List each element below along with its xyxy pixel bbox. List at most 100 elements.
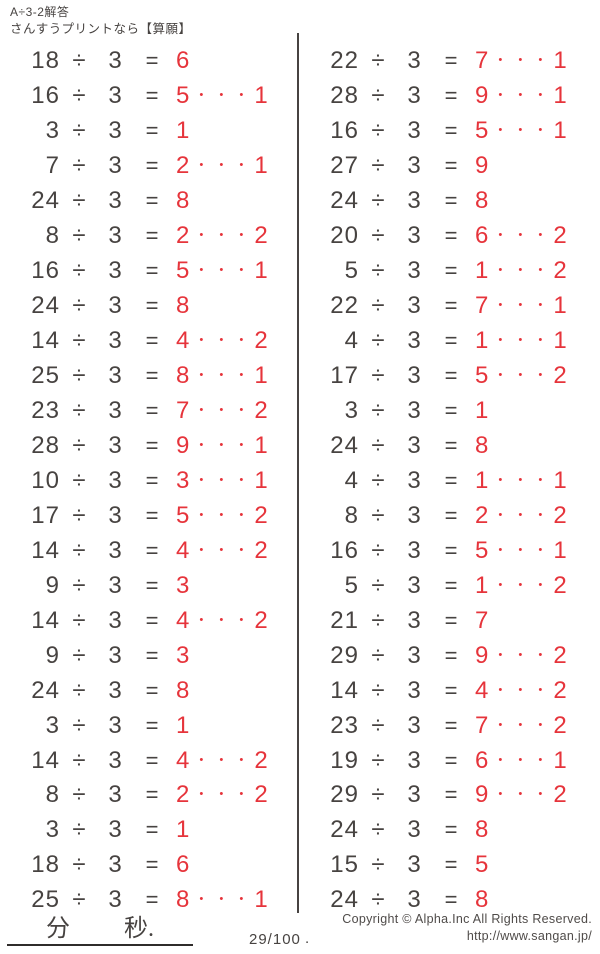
- answer: 9 ・・・1: [172, 432, 297, 460]
- dividend: 14: [31, 327, 60, 355]
- divide-sign: ÷: [72, 606, 86, 634]
- dividend: 28: [330, 82, 359, 110]
- quotient: 6: [176, 851, 190, 879]
- remainder-dots: ・・・: [493, 541, 554, 558]
- equals-sign: =: [444, 48, 458, 74]
- divisor: 3: [407, 187, 421, 215]
- remainder: 2: [254, 606, 268, 634]
- answer: 4 ・・・2: [172, 607, 297, 635]
- equals-sign: =: [145, 712, 159, 738]
- remainder-dots: ・・・: [194, 262, 255, 279]
- minutes-label: 分: [46, 916, 70, 942]
- divisor: 3: [108, 641, 122, 669]
- time-answer-line: 分 秒.: [7, 912, 193, 946]
- remainder: 1: [553, 292, 567, 320]
- remainder: 2: [553, 257, 567, 285]
- divisor: 3: [108, 711, 122, 739]
- quotient: 7: [176, 397, 190, 424]
- problem-row: 15 ÷ 3 = 5: [299, 848, 600, 883]
- problem-row: 9 ÷ 3 = 3: [0, 568, 297, 603]
- page-dot: .: [305, 930, 310, 947]
- equals-sign: =: [145, 817, 159, 843]
- answer: 9 ・・・1: [471, 82, 600, 110]
- answer: 4 ・・・2: [172, 747, 297, 775]
- remainder-dots: ・・・: [194, 541, 255, 558]
- problem-row: 18 ÷ 3 = 6: [0, 44, 297, 79]
- answer: 5 ・・・1: [172, 82, 297, 110]
- divisor: 3: [108, 47, 122, 75]
- quotient: 8: [176, 292, 190, 320]
- equals-sign: =: [145, 363, 159, 389]
- divisor: 3: [108, 222, 122, 250]
- dividend: 3: [45, 117, 60, 145]
- quotient: 3: [176, 641, 190, 669]
- remainder: 1: [553, 536, 567, 564]
- divide-sign: ÷: [72, 816, 86, 844]
- remainder-dots: ・・・: [194, 471, 255, 488]
- copyright-line1: Copyright © Alpha.Inc All Rights Reserve…: [342, 912, 592, 926]
- remainder-dots: ・・・: [194, 436, 255, 453]
- copyright-url: http://www.sangan.jp/: [466, 929, 592, 943]
- dividend: 19: [330, 746, 359, 774]
- dividend: 24: [330, 886, 359, 914]
- remainder: 2: [553, 222, 567, 250]
- equals-sign: =: [145, 398, 159, 423]
- divisor: 3: [108, 152, 122, 180]
- divisor: 3: [108, 746, 122, 774]
- problem-row: 10 ÷ 3 = 3 ・・・1: [0, 463, 297, 498]
- divide-sign: ÷: [371, 82, 385, 110]
- quotient: 8: [475, 431, 489, 459]
- problem-row: 24 ÷ 3 = 8: [299, 883, 600, 918]
- problem-row: 8 ÷ 3 = 2 ・・・2: [0, 778, 297, 813]
- answer: 8: [471, 187, 600, 215]
- dividend: 8: [344, 501, 359, 529]
- divide-sign: ÷: [72, 711, 86, 739]
- divisor: 3: [108, 362, 122, 390]
- divisor: 3: [407, 711, 421, 739]
- dividend: 7: [45, 152, 60, 180]
- equals-sign: =: [444, 677, 458, 703]
- remainder: 2: [254, 536, 268, 564]
- problem-row: 7 ÷ 3 = 2 ・・・1: [0, 149, 297, 184]
- problem-row: 16 ÷ 3 = 5 ・・・1: [0, 254, 297, 289]
- divisor: 3: [407, 676, 421, 704]
- answer: 1 ・・・1: [471, 467, 600, 495]
- problem-row: 24 ÷ 3 = 8: [299, 813, 600, 848]
- dividend: 23: [330, 711, 359, 739]
- equals-sign: =: [145, 432, 159, 458]
- equals-sign: =: [145, 642, 159, 668]
- remainder: 1: [553, 47, 567, 75]
- quotient: 8: [475, 816, 489, 844]
- quotient: 6: [475, 222, 489, 250]
- seconds-label: 秒.: [124, 916, 154, 942]
- answer: 3 ・・・1: [172, 467, 297, 495]
- problem-row: 16 ÷ 3 = 5 ・・・1: [299, 114, 600, 149]
- dividend: 16: [31, 257, 60, 285]
- problem-row: 17 ÷ 3 = 5 ・・・2: [0, 498, 297, 533]
- divide-sign: ÷: [72, 187, 86, 215]
- divisor: 3: [108, 851, 122, 879]
- divide-sign: ÷: [371, 397, 385, 424]
- problem-row: 20 ÷ 3 = 6 ・・・2: [299, 219, 600, 254]
- remainder-dots: ・・・: [493, 227, 554, 244]
- divisor: 3: [108, 292, 122, 320]
- answer: 5 ・・・1: [471, 117, 600, 145]
- divide-sign: ÷: [371, 746, 385, 774]
- divide-sign: ÷: [371, 641, 385, 669]
- divide-sign: ÷: [371, 117, 385, 145]
- remainder-dots: ・・・: [493, 681, 554, 698]
- problem-row: 5 ÷ 3 = 1 ・・・2: [299, 254, 600, 289]
- equals-sign: =: [145, 153, 159, 179]
- problem-row: 23 ÷ 3 = 7 ・・・2: [299, 708, 600, 743]
- dividend: 29: [330, 781, 359, 809]
- problem-row: 4 ÷ 3 = 1 ・・・1: [299, 463, 600, 498]
- divisor: 3: [108, 327, 122, 355]
- equals-sign: =: [444, 432, 458, 458]
- equals-sign: =: [444, 363, 458, 389]
- equals-sign: =: [444, 258, 458, 284]
- answer: 8: [172, 187, 297, 215]
- dividend: 5: [344, 257, 359, 285]
- quotient: 1: [475, 571, 489, 599]
- answer: 7 ・・・1: [471, 47, 600, 75]
- page-title: A÷3-2解答: [10, 5, 70, 19]
